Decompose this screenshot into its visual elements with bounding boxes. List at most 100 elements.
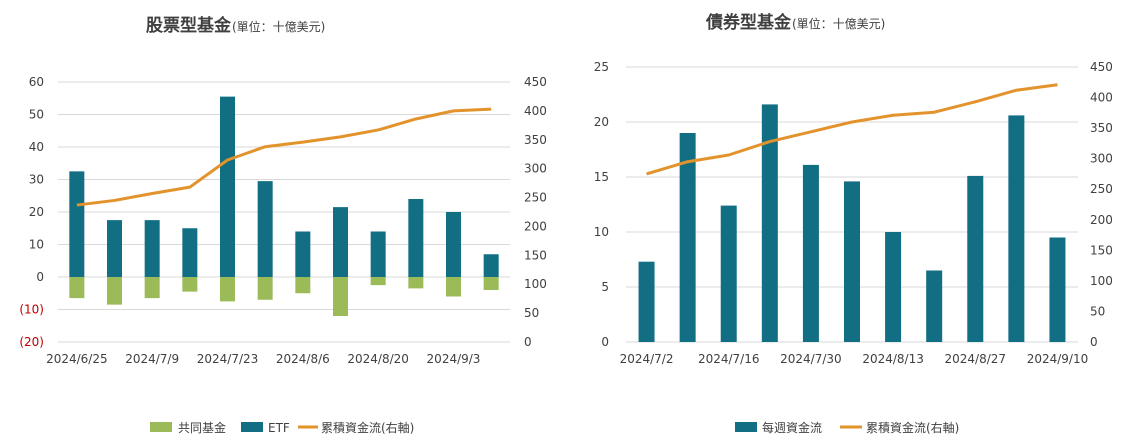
bond-chart-unit: (單位：十億美元) [792, 16, 885, 31]
x-tick-label: 2024/8/6 [276, 352, 330, 366]
bar-etf [370, 231, 386, 277]
bar-mutual-fund [370, 277, 386, 286]
x-tick-label: 2024/7/9 [125, 352, 179, 366]
equity-right-axis: 0 50 100 150 200 250 300 350 400 450 [524, 75, 547, 349]
left-tick-label: 10 [29, 238, 44, 252]
legend-swatch-etf [241, 422, 263, 432]
bond-chart-title: 債券型基金 [705, 12, 792, 33]
x-tick-label: 2024/7/23 [197, 352, 259, 366]
right-tick-label: 400 [524, 104, 547, 118]
bar-weekly-flow [844, 181, 860, 342]
bond-fund-chart: 債券型基金 (單位：十億美元) 0 5 10 15 20 25 0 50 100 150 200 2… [594, 12, 1113, 435]
bar-mutual-fund [107, 277, 122, 305]
left-tick-label: 0 [601, 335, 609, 349]
bar-etf [295, 231, 311, 277]
right-tick-label: 150 [1090, 243, 1113, 257]
bar-mutual-fund [220, 277, 235, 302]
bar-mutual-fund [446, 277, 461, 297]
right-tick-label: 250 [1090, 182, 1113, 196]
bar-weekly-flow [1008, 115, 1025, 343]
bar-etf [333, 207, 348, 277]
right-tick-label: 50 [524, 306, 539, 320]
equity-fund-chart: 股票型基金 (單位：十億美元) (20) (10) 0 10 20 30 40 50 60 0 5… [19, 15, 547, 435]
bar-etf [144, 220, 160, 277]
bar-weekly-flow [679, 133, 696, 342]
left-tick-label: 40 [29, 140, 44, 154]
equity-bars [69, 96, 499, 316]
equity-x-axis: 2024/6/25 2024/7/9 2024/7/23 2024/8/6 2024/8… [46, 352, 480, 366]
legend-label-mutual-fund: 共同基金 [178, 420, 226, 435]
bar-mutual-fund [333, 277, 348, 316]
bar-mutual-fund [408, 277, 424, 289]
left-tick-label: 50 [29, 108, 44, 122]
bond-legend: 每週資金流 累積資金流(右軸) [735, 420, 959, 435]
legend-swatch-weekly-flow [735, 422, 757, 432]
bar-etf [220, 96, 235, 277]
legend-label-etf: ETF [268, 421, 290, 435]
bond-left-axis: 0 5 10 15 20 25 [594, 60, 609, 349]
x-tick-label: 2024/7/16 [698, 352, 760, 366]
legend-label-cumulative: 累積資金流(右軸) [866, 420, 959, 435]
left-tick-label: 20 [29, 205, 44, 219]
bar-mutual-fund [182, 277, 198, 292]
bar-etf [69, 171, 85, 277]
bar-weekly-flow [967, 175, 984, 342]
left-tick-label: 10 [594, 225, 609, 239]
legend-swatch-mutual-fund [150, 422, 172, 432]
left-tick-label: 30 [29, 173, 44, 187]
left-tick-label: (10) [19, 303, 44, 317]
left-tick-label: 25 [594, 60, 609, 74]
bar-mutual-fund [144, 277, 160, 299]
bar-etf [107, 220, 122, 277]
right-tick-label: 50 [1090, 304, 1105, 318]
cumulative-flow-line [646, 83, 1058, 176]
bar-etf [182, 228, 198, 277]
right-tick-label: 400 [1090, 91, 1113, 105]
right-tick-label: 200 [1090, 213, 1113, 227]
equity-legend: 共同基金 ETF 累積資金流(右軸) [150, 420, 414, 435]
bar-weekly-flow [761, 104, 778, 343]
x-tick-label: 2024/8/27 [945, 352, 1007, 366]
right-tick-label: 450 [1090, 60, 1113, 74]
bond-right-axis: 0 50 100 150 200 250 300 350 400 450 [1090, 60, 1113, 349]
bar-weekly-flow [1049, 237, 1066, 342]
bond-bars [638, 104, 1066, 343]
bar-weekly-flow [720, 205, 737, 342]
x-tick-label: 2024/7/2 [620, 352, 674, 366]
bar-etf [408, 199, 424, 277]
left-tick-label: 0 [36, 270, 44, 284]
equity-chart-title: 股票型基金 [146, 15, 232, 36]
bond-x-axis: 2024/7/2 2024/7/16 2024/7/30 2024/8/13 2024/… [620, 352, 1089, 366]
right-tick-label: 350 [524, 133, 547, 147]
right-tick-label: 350 [1090, 121, 1113, 135]
equity-chart-unit: (單位：十億美元) [232, 19, 325, 34]
legend-label-cumulative: 累積資金流(右軸) [321, 420, 414, 435]
left-tick-label: (20) [19, 335, 44, 349]
legend-label-weekly-flow: 每週資金流 [762, 420, 822, 435]
left-tick-label: 60 [29, 75, 44, 89]
x-tick-label: 2024/7/30 [780, 352, 842, 366]
right-tick-label: 200 [524, 219, 547, 233]
cumulative-flow-line [76, 107, 492, 207]
left-tick-label: 20 [594, 115, 609, 129]
bar-mutual-fund [257, 277, 273, 300]
right-tick-label: 300 [1090, 152, 1113, 166]
x-tick-label: 2024/6/25 [46, 352, 108, 366]
right-tick-label: 0 [524, 335, 532, 349]
bar-mutual-fund [295, 277, 311, 294]
equity-gridlines [58, 81, 510, 343]
bar-mutual-fund [69, 277, 85, 299]
bar-weekly-flow [926, 270, 943, 342]
x-tick-label: 2024/8/20 [347, 352, 409, 366]
equity-left-axis: (20) (10) 0 10 20 30 40 50 60 [19, 75, 44, 349]
right-tick-label: 450 [524, 75, 547, 89]
equity-cumulative-line [76, 107, 492, 207]
bar-weekly-flow [638, 261, 655, 342]
bar-weekly-flow [885, 232, 902, 342]
x-tick-label: 2024/8/13 [862, 352, 924, 366]
right-tick-label: 100 [524, 277, 547, 291]
right-tick-label: 150 [524, 248, 547, 262]
left-tick-label: 5 [601, 280, 609, 294]
bar-mutual-fund [483, 277, 499, 290]
